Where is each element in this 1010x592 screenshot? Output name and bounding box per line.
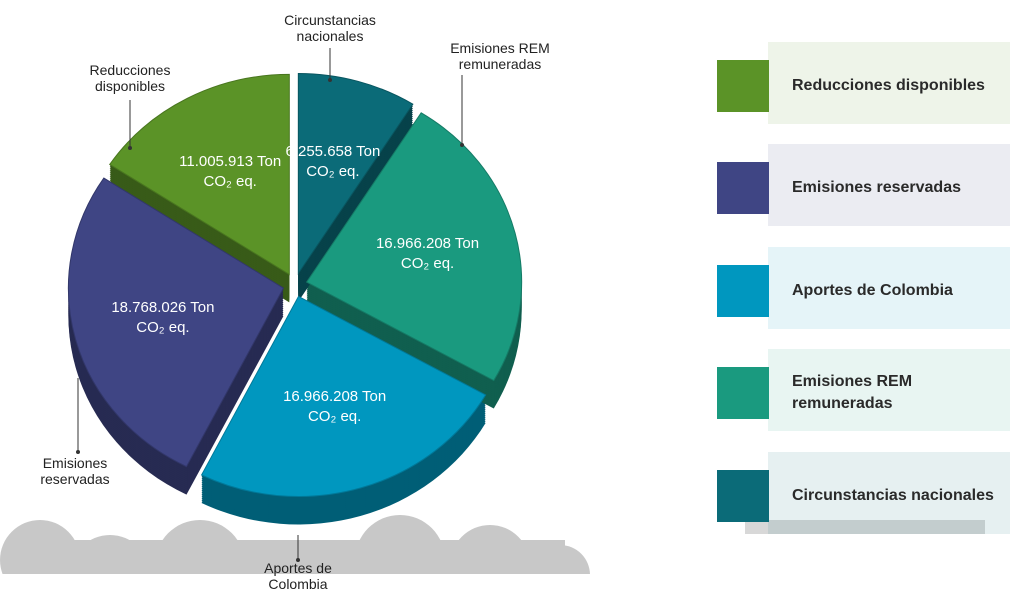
legend-label: Emisiones REM remuneradas bbox=[792, 373, 913, 412]
leader-dot bbox=[296, 558, 300, 562]
slice bbox=[67, 177, 285, 468]
leader-dot bbox=[328, 78, 332, 82]
legend-label: Circunstancias nacionales bbox=[792, 487, 994, 504]
value-label: 18.768.026 Ton CO₂ eq. bbox=[111, 298, 215, 336]
slice-label: Emisiones reservadas bbox=[40, 455, 110, 487]
page: 11.005.913 Ton CO₂ eq. Reducciones dispon… bbox=[0, 12, 1010, 592]
value-label: 6.255.658 Ton CO₂ eq. bbox=[285, 143, 381, 181]
slice bbox=[200, 295, 487, 497]
legend-swatch bbox=[717, 265, 769, 317]
legend-swatch bbox=[717, 470, 769, 522]
slice-label: Aportes de Colombia bbox=[264, 560, 332, 592]
legend-panel bbox=[768, 349, 1010, 431]
legend-panel bbox=[768, 452, 1010, 534]
legend-panel bbox=[768, 42, 1010, 124]
legend-panel bbox=[768, 144, 1010, 226]
legend-label: Reducciones disponibles bbox=[792, 77, 985, 94]
background-trees bbox=[0, 515, 985, 574]
value-label: 11.005.913 Ton CO₂ eq. bbox=[179, 153, 282, 191]
slice bbox=[305, 112, 523, 382]
legend-swatch bbox=[717, 162, 769, 214]
legend-label: Aportes de Colombia bbox=[792, 282, 953, 299]
slice bbox=[109, 73, 290, 276]
chart bbox=[0, 42, 1010, 574]
slice bbox=[297, 72, 414, 276]
slice-label: Reducciones disponibles bbox=[89, 62, 171, 94]
leader-dot bbox=[460, 143, 464, 147]
legend-swatch bbox=[717, 60, 769, 112]
legend-swatch bbox=[717, 367, 769, 419]
value-label: 16.966.208 Ton CO₂ eq. bbox=[375, 234, 480, 272]
leader-dot bbox=[128, 146, 132, 150]
legend-panel bbox=[768, 247, 1010, 329]
legend-label: Emisiones reservadas bbox=[792, 179, 961, 196]
leader-dot bbox=[76, 450, 80, 454]
value-label: 16.966.208 Ton CO₂ eq. bbox=[283, 388, 387, 426]
slice-label: Circunstancias nacionales bbox=[284, 12, 376, 44]
slice-label: Emisiones REM remuneradas bbox=[450, 40, 550, 72]
